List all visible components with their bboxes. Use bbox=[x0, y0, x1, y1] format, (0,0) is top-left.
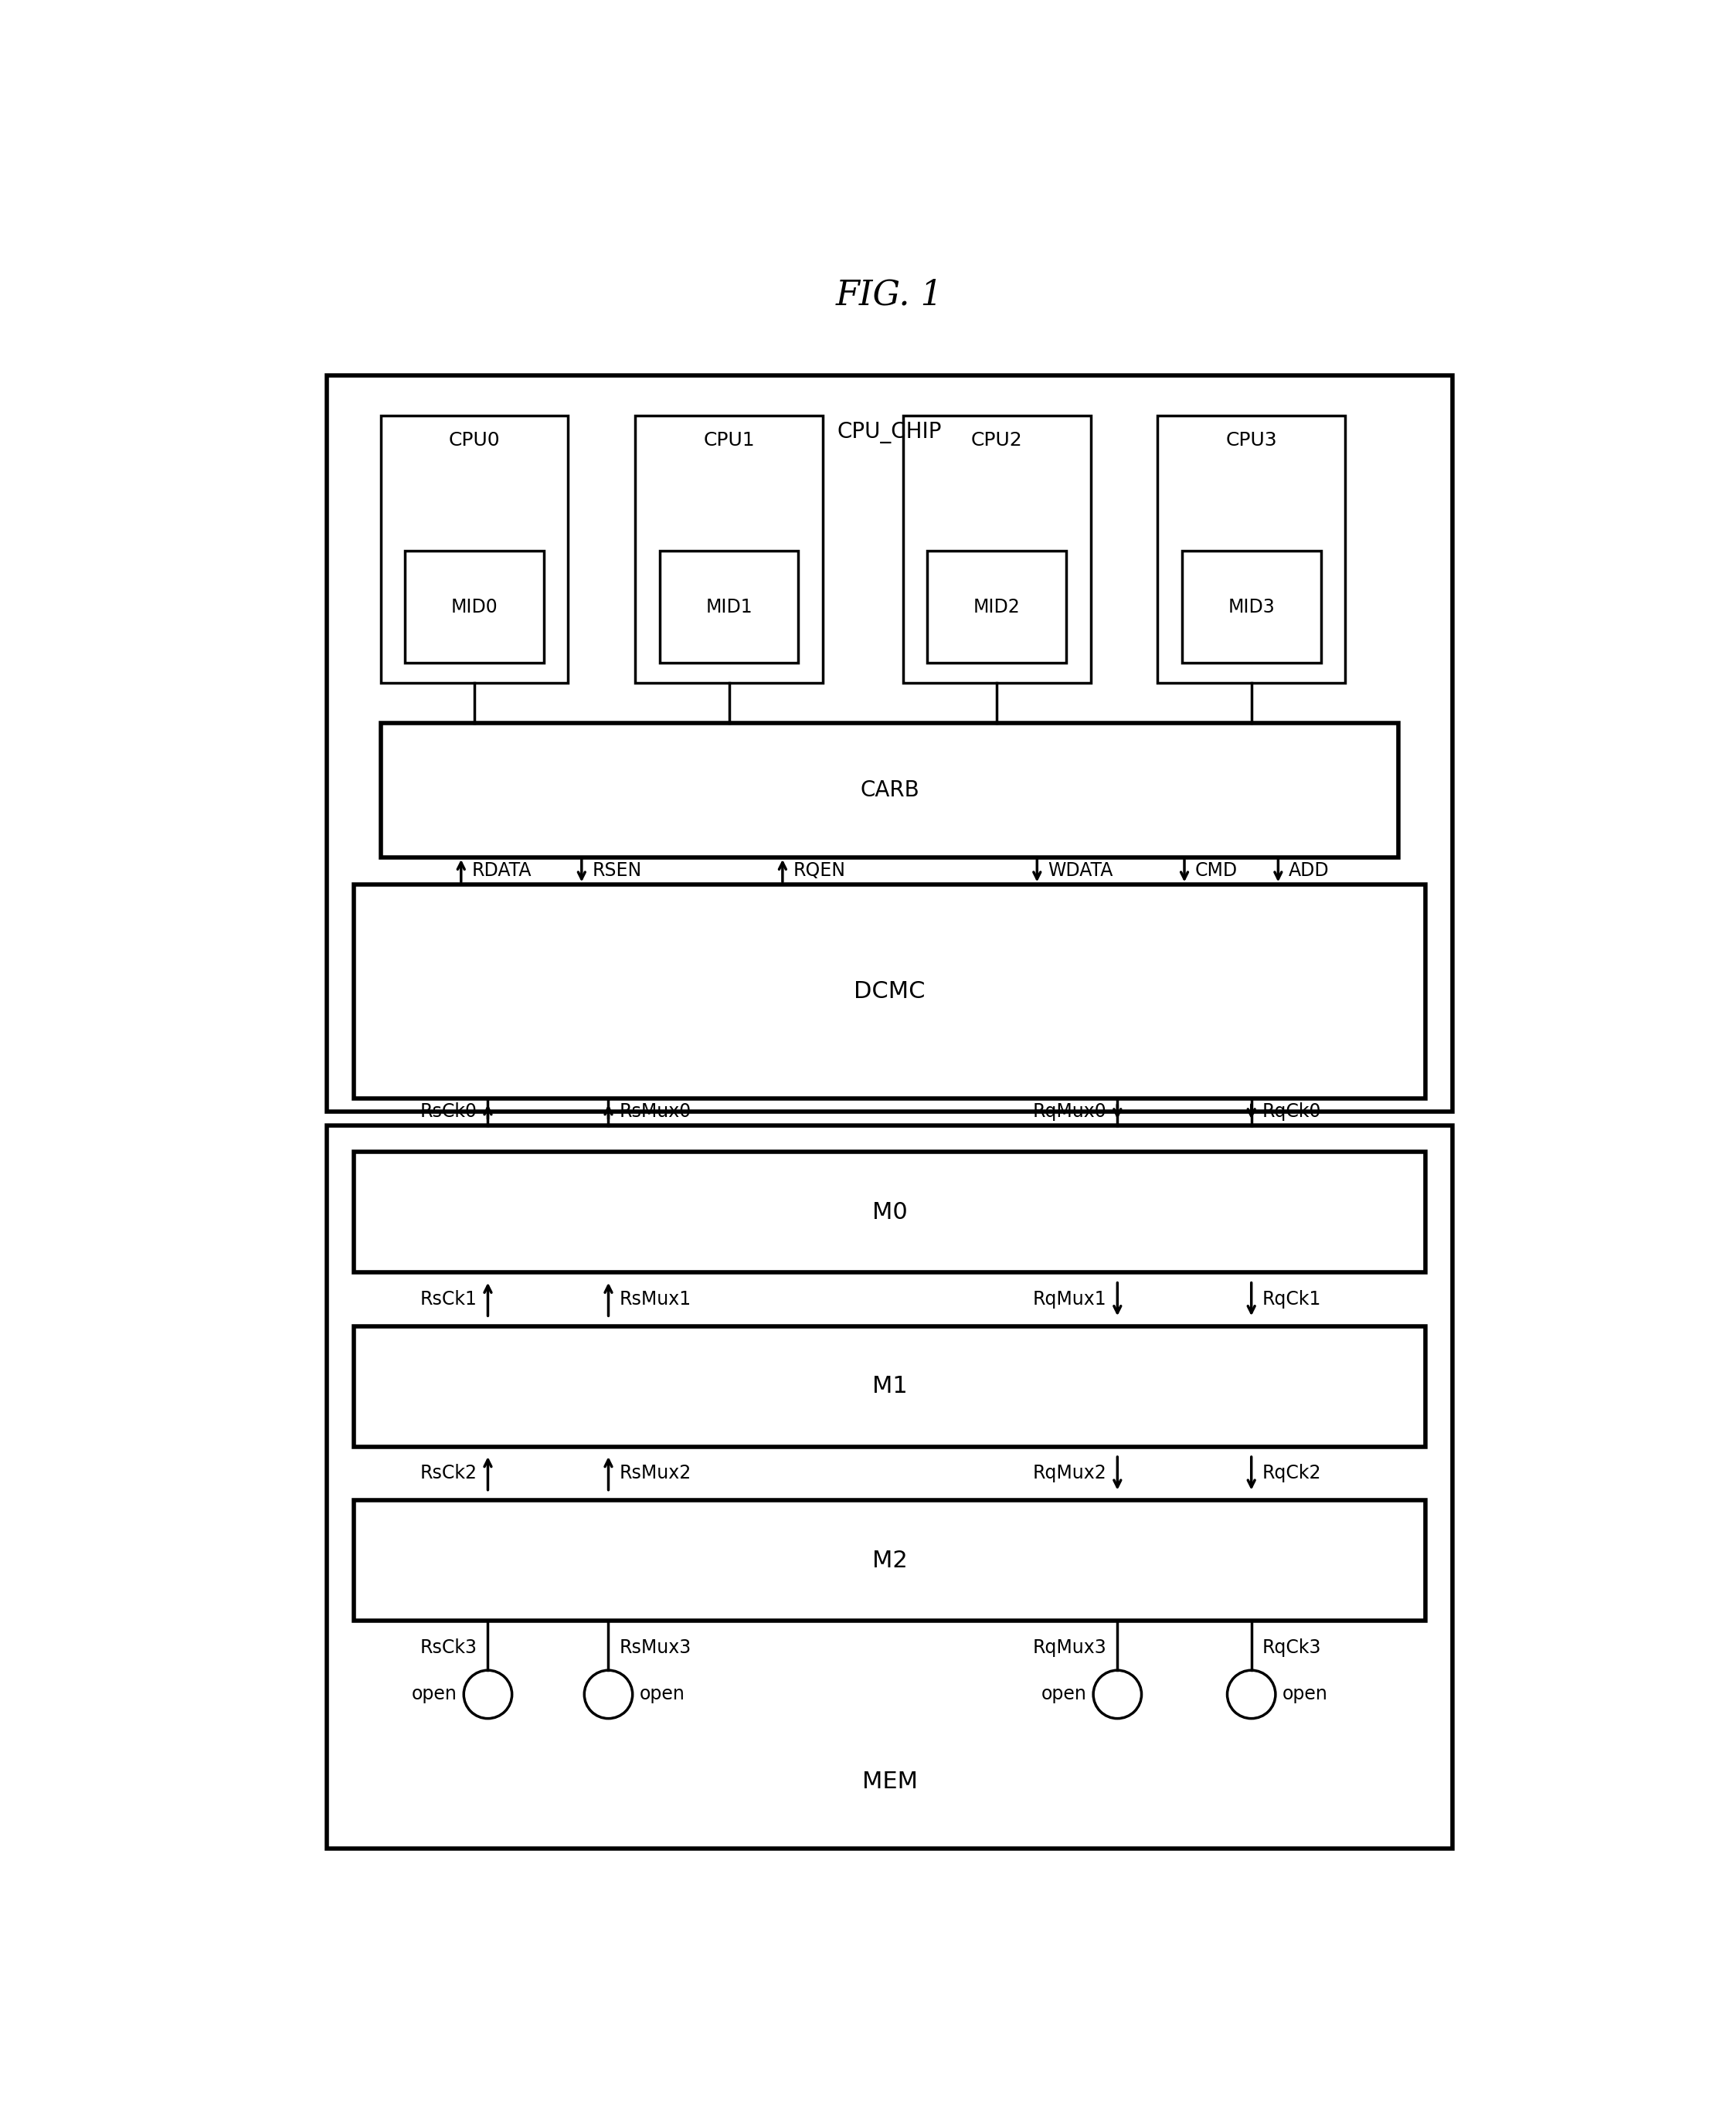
Bar bbox=[660, 550, 799, 662]
Text: MID1: MID1 bbox=[705, 598, 752, 615]
Bar bbox=[1158, 416, 1345, 683]
Text: RqCk1: RqCk1 bbox=[1262, 1290, 1321, 1309]
Text: MID2: MID2 bbox=[974, 598, 1021, 615]
Text: RsCk0: RsCk0 bbox=[420, 1103, 477, 1120]
Text: RqMux1: RqMux1 bbox=[1033, 1290, 1106, 1309]
Text: M1: M1 bbox=[871, 1375, 908, 1398]
Text: ADD: ADD bbox=[1288, 862, 1330, 881]
Bar bbox=[380, 416, 568, 683]
Text: RqMux2: RqMux2 bbox=[1033, 1464, 1106, 1483]
Text: CARB: CARB bbox=[859, 779, 920, 802]
Text: MEM: MEM bbox=[861, 1770, 918, 1793]
Text: CPU2: CPU2 bbox=[970, 431, 1023, 450]
Text: RsMux3: RsMux3 bbox=[620, 1638, 691, 1657]
Text: MID0: MID0 bbox=[451, 598, 498, 615]
Text: RqMux3: RqMux3 bbox=[1033, 1638, 1106, 1657]
Bar bbox=[380, 724, 1399, 857]
Bar bbox=[1182, 550, 1321, 662]
Text: DCMC: DCMC bbox=[854, 980, 925, 1002]
Text: CPU1: CPU1 bbox=[703, 431, 755, 450]
Text: CPU3: CPU3 bbox=[1226, 431, 1278, 450]
Text: RsMux1: RsMux1 bbox=[620, 1290, 691, 1309]
Bar bbox=[354, 1500, 1425, 1621]
Text: RsCk1: RsCk1 bbox=[420, 1290, 477, 1309]
Text: FIG. 1: FIG. 1 bbox=[837, 278, 943, 312]
Text: RsCk2: RsCk2 bbox=[420, 1464, 477, 1483]
Text: CMD: CMD bbox=[1194, 862, 1238, 881]
Text: open: open bbox=[411, 1685, 457, 1704]
Bar bbox=[354, 1152, 1425, 1273]
Text: RsMux2: RsMux2 bbox=[620, 1464, 691, 1483]
Text: RqCk2: RqCk2 bbox=[1262, 1464, 1321, 1483]
Text: open: open bbox=[1283, 1685, 1328, 1704]
Text: RQEN: RQEN bbox=[793, 862, 845, 881]
Text: open: open bbox=[1042, 1685, 1087, 1704]
Bar bbox=[635, 416, 823, 683]
Text: RqCk3: RqCk3 bbox=[1262, 1638, 1321, 1657]
Text: CPU0: CPU0 bbox=[448, 431, 500, 450]
Text: open: open bbox=[639, 1685, 684, 1704]
Text: RsCk3: RsCk3 bbox=[420, 1638, 477, 1657]
Bar bbox=[354, 1326, 1425, 1447]
Bar bbox=[326, 1125, 1453, 1848]
Text: RSEN: RSEN bbox=[592, 862, 642, 881]
Bar bbox=[404, 550, 543, 662]
Bar bbox=[354, 885, 1425, 1099]
Text: RqMux0: RqMux0 bbox=[1033, 1103, 1106, 1120]
Text: RsMux0: RsMux0 bbox=[620, 1103, 691, 1120]
Text: RDATA: RDATA bbox=[472, 862, 531, 881]
Bar bbox=[903, 416, 1090, 683]
Bar bbox=[927, 550, 1066, 662]
Text: RqCk0: RqCk0 bbox=[1262, 1103, 1321, 1120]
Text: CPU_CHIP: CPU_CHIP bbox=[837, 422, 943, 443]
Text: M0: M0 bbox=[871, 1201, 908, 1224]
Text: MID3: MID3 bbox=[1227, 598, 1274, 615]
Text: M2: M2 bbox=[871, 1549, 908, 1572]
Bar bbox=[326, 376, 1453, 1112]
Text: WDATA: WDATA bbox=[1049, 862, 1113, 881]
